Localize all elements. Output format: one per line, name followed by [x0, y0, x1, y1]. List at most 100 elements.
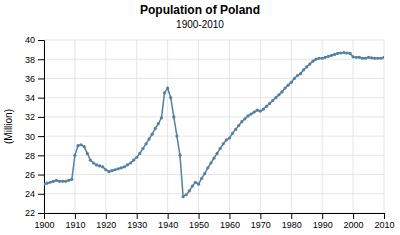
subtitle: 1900-2010 [176, 19, 224, 30]
point [188, 189, 191, 192]
point [379, 57, 382, 60]
point [330, 54, 333, 57]
point [299, 72, 302, 75]
grid-line-x [322, 40, 323, 213]
grid [44, 40, 384, 213]
point [358, 56, 361, 59]
y-tick: 36 [25, 74, 44, 84]
point [234, 128, 237, 131]
point [101, 165, 104, 168]
point [342, 51, 345, 54]
point [367, 56, 370, 59]
tick-mark [291, 213, 292, 219]
point [191, 184, 194, 187]
point [265, 105, 268, 108]
tick-label: 1920 [96, 220, 116, 230]
point [324, 56, 327, 59]
point [339, 51, 342, 54]
point [157, 122, 160, 125]
tick-label: 1970 [251, 220, 271, 230]
point [58, 180, 61, 183]
point [181, 195, 184, 198]
x-tick: 1990 [313, 213, 333, 230]
point [104, 168, 107, 171]
tick-label: 32 [25, 112, 35, 122]
tick-mark [106, 213, 107, 219]
grid-line-y [44, 193, 384, 194]
point [373, 57, 376, 60]
x-tick: 1910 [65, 213, 85, 230]
point [154, 127, 157, 130]
tick-mark [75, 213, 76, 219]
tick-mark [38, 136, 44, 137]
point [203, 172, 206, 175]
y-tick: 30 [25, 131, 44, 141]
point [364, 57, 367, 60]
point [178, 154, 181, 157]
point [382, 56, 384, 59]
point [287, 84, 290, 87]
point [64, 180, 67, 183]
point [209, 161, 212, 164]
point [76, 144, 79, 147]
tick-mark [38, 117, 44, 118]
tick-label: 1960 [220, 220, 240, 230]
point [166, 86, 169, 89]
point [253, 110, 256, 113]
point [370, 56, 373, 59]
grid-line-x [353, 40, 354, 213]
point [296, 74, 299, 77]
point [262, 108, 265, 111]
point [225, 138, 228, 141]
tick-label: 1950 [189, 220, 209, 230]
tick-label: 2000 [344, 220, 364, 230]
grid-line-y [44, 155, 384, 156]
point [55, 179, 58, 182]
y-axis-label: (Million) [3, 109, 14, 144]
y-tick: 38 [25, 55, 44, 65]
point [95, 163, 98, 166]
tick-mark [38, 98, 44, 99]
tick-mark [168, 213, 169, 219]
point [132, 159, 135, 162]
point [197, 183, 200, 186]
point [302, 68, 305, 71]
tick-mark [38, 40, 44, 41]
point [141, 147, 144, 150]
chart: Population of Poland1900-201019001910192… [0, 0, 400, 235]
tick-mark [229, 213, 230, 219]
point [240, 120, 243, 123]
grid-line-x [260, 40, 261, 213]
point [336, 52, 339, 55]
point [92, 161, 95, 164]
grid-line-y [44, 136, 384, 137]
point [376, 57, 379, 60]
point [274, 96, 277, 99]
x-tick: 1960 [220, 213, 240, 230]
tick-mark [38, 155, 44, 156]
point [52, 180, 55, 183]
point [259, 110, 262, 113]
y-tick: 34 [25, 93, 44, 103]
point [73, 154, 76, 157]
grid-line-x [105, 40, 106, 213]
point [45, 182, 48, 185]
point [206, 166, 209, 169]
point [169, 96, 172, 99]
point [271, 99, 274, 102]
point [321, 57, 324, 60]
point [293, 77, 296, 80]
point [283, 86, 286, 89]
tick-label: 30 [25, 131, 35, 141]
x-tick: 1940 [158, 213, 178, 230]
point [246, 114, 249, 117]
tick-mark [137, 213, 138, 219]
point [79, 143, 82, 146]
point [98, 164, 101, 167]
tick-label: 1930 [127, 220, 147, 230]
tick-label: 1980 [282, 220, 302, 230]
point [44, 183, 46, 186]
point [123, 165, 126, 168]
grid-line-x [291, 40, 292, 213]
tick-label: 40 [25, 35, 35, 45]
